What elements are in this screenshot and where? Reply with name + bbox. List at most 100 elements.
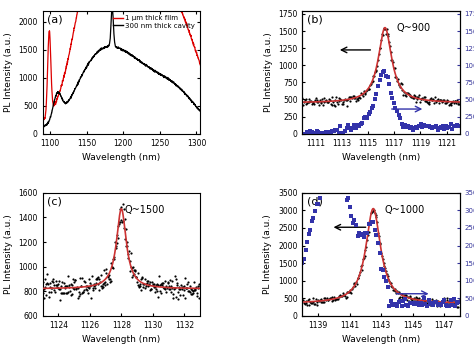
- Point: [162, 289, 170, 294]
- Point: [341, 128, 349, 134]
- Y-axis label: PL Intensity (a.u.): PL Intensity (a.u.): [4, 32, 13, 112]
- Point: [65, 284, 73, 289]
- Point: [352, 223, 360, 228]
- Point: [414, 125, 421, 130]
- Point: [351, 95, 359, 101]
- Point: [338, 101, 346, 107]
- Point: [346, 289, 354, 294]
- Point: [82, 287, 89, 292]
- Point: [99, 283, 106, 289]
- Point: [166, 278, 174, 283]
- Point: [58, 290, 66, 296]
- Point: [331, 296, 338, 302]
- Point: [390, 302, 398, 308]
- Point: [133, 279, 141, 285]
- Point: [69, 286, 76, 291]
- Point: [410, 295, 417, 301]
- Point: [387, 299, 394, 304]
- Point: [319, 300, 327, 305]
- Point: [446, 102, 454, 107]
- Point: [61, 285, 69, 291]
- Point: [407, 92, 414, 98]
- Point: [120, 226, 128, 231]
- Point: [390, 287, 398, 293]
- Point: [404, 294, 412, 300]
- Point: [356, 94, 363, 99]
- Point: [395, 295, 403, 301]
- Point: [357, 232, 365, 238]
- Point: [130, 271, 137, 277]
- Point: [450, 296, 457, 302]
- Point: [137, 287, 145, 292]
- Point: [325, 296, 333, 302]
- Point: [111, 254, 118, 260]
- Text: (c): (c): [47, 197, 62, 206]
- Point: [409, 300, 417, 305]
- Point: [379, 267, 387, 273]
- Point: [435, 300, 443, 306]
- Point: [366, 82, 374, 88]
- Point: [445, 299, 453, 305]
- Point: [186, 289, 193, 295]
- Point: [109, 265, 117, 271]
- Point: [113, 232, 121, 238]
- Point: [307, 98, 314, 103]
- Point: [393, 288, 401, 294]
- Point: [196, 284, 203, 289]
- Point: [391, 286, 399, 292]
- Point: [150, 281, 157, 287]
- Point: [103, 281, 111, 287]
- Point: [343, 97, 350, 103]
- Point: [175, 284, 182, 290]
- Point: [145, 278, 152, 284]
- Point: [92, 277, 100, 282]
- Point: [106, 276, 113, 282]
- Point: [456, 297, 463, 303]
- Point: [319, 96, 326, 101]
- Point: [342, 97, 349, 102]
- Point: [408, 94, 416, 100]
- Point: [136, 284, 143, 290]
- Point: [378, 32, 386, 37]
- Point: [138, 275, 146, 281]
- Point: [385, 81, 393, 87]
- Point: [312, 297, 319, 302]
- Point: [417, 298, 424, 303]
- Point: [320, 130, 328, 135]
- Point: [335, 293, 342, 299]
- Point: [310, 296, 317, 301]
- Point: [105, 272, 112, 278]
- Point: [89, 287, 97, 292]
- Point: [436, 302, 443, 308]
- Point: [362, 230, 369, 236]
- Point: [390, 100, 398, 106]
- Point: [381, 25, 388, 31]
- Point: [435, 101, 443, 106]
- Point: [76, 275, 84, 280]
- Point: [54, 283, 61, 288]
- Point: [450, 100, 457, 105]
- Point: [349, 284, 356, 290]
- Point: [339, 131, 347, 137]
- Point: [161, 285, 168, 291]
- Point: [179, 284, 186, 290]
- Point: [407, 293, 414, 298]
- Point: [453, 300, 461, 305]
- Point: [381, 274, 388, 279]
- Point: [158, 283, 165, 288]
- Point: [362, 91, 369, 96]
- Point: [179, 292, 187, 298]
- Point: [399, 292, 406, 297]
- Point: [410, 92, 418, 97]
- Point: [325, 99, 332, 105]
- Point: [378, 254, 386, 259]
- Point: [425, 302, 432, 307]
- Point: [309, 299, 317, 305]
- Point: [327, 101, 335, 106]
- Point: [433, 299, 440, 305]
- Point: [347, 94, 355, 100]
- Point: [419, 97, 427, 102]
- Point: [50, 287, 58, 293]
- Point: [338, 130, 346, 136]
- Point: [325, 298, 332, 303]
